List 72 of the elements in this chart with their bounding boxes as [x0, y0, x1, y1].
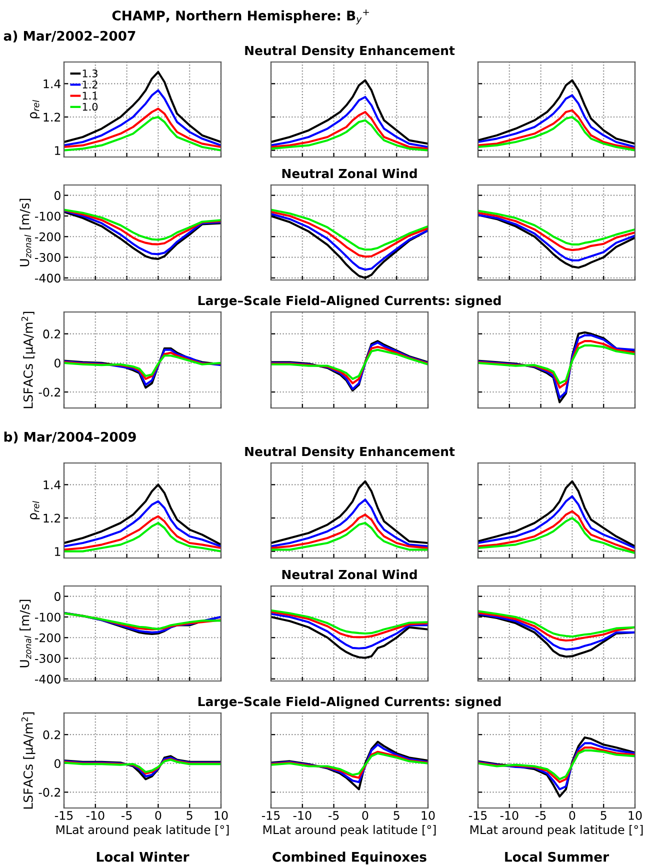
chart-title: Neutral Zonal Wind [282, 570, 417, 580]
legend-label: 1.3 [82, 69, 98, 78]
y-tick-label: -100 [35, 612, 60, 622]
x-tick-label: 10 [214, 810, 228, 820]
y-tick-label: 1.4 [44, 480, 61, 490]
y-tick-label: -0.2 [38, 788, 60, 797]
y-axis-title: LSFACs [μA/m$^{2}$] [21, 712, 36, 809]
chart-title: Large–Scale Field–Aligned Currents: signed [198, 296, 501, 308]
chart-title: Neutral Density Enhancement [245, 46, 455, 58]
line-series [64, 89, 221, 146]
y-tick-label: 0 [54, 191, 60, 200]
x-tick-label: -15 [54, 811, 73, 820]
x-tick-label: -10 [500, 810, 518, 820]
line-series [64, 116, 221, 152]
text: Local Winter [96, 852, 190, 862]
chart-title: Neutral Density Enhancement [245, 446, 455, 459]
legend-label: 1.1 [82, 92, 98, 100]
y-axis-title: U$_{zonal}$ [m/s] [20, 600, 32, 668]
text: a) Mar/2002–2007 [4, 30, 136, 42]
x-tick-label: -10 [293, 810, 312, 820]
y-tick-label: 1 [55, 547, 60, 556]
x-tick-label: -15 [468, 811, 487, 820]
y-tick-label: -100 [35, 212, 60, 221]
line-series [64, 500, 221, 548]
x-tick-label: 5 [394, 811, 400, 820]
x-tick-label: 10 [422, 810, 435, 820]
y-axis-title: LSFACs [μA/m$^{2}$] [21, 312, 36, 408]
y-tick-label: -400 [35, 274, 60, 283]
y-tick-label: -400 [35, 674, 60, 684]
line-series [64, 484, 221, 546]
line-series [64, 515, 221, 551]
y-tick-label: -200 [35, 232, 60, 242]
y-axis-title: ρ$_{rel}$ [30, 100, 40, 118]
line-series [64, 70, 221, 144]
y-tick-label: 1.4 [44, 80, 61, 88]
y-tick-label: 0 [54, 358, 60, 368]
x-tick-label: 0 [155, 810, 162, 820]
x-tick-label: 5 [186, 811, 192, 820]
y-tick-label: -0.2 [38, 388, 60, 397]
y-tick-label: 0.2 [43, 730, 60, 740]
y-tick-label: -200 [35, 633, 60, 642]
x-tick-label: -5 [121, 811, 132, 820]
x-tick-label: -15 [262, 811, 280, 820]
text: Local Summer [505, 852, 610, 862]
x-tick-label: 5 [600, 811, 606, 820]
text: Combined Equinoxes [272, 852, 426, 864]
x-tick-label: 0 [362, 810, 368, 820]
x-tick-label: -5 [328, 811, 339, 820]
x-tick-label: -5 [535, 811, 546, 820]
line-series [64, 522, 221, 552]
x-tick-label: 10 [628, 810, 642, 820]
y-tick-label: 1 [55, 146, 60, 155]
text: b) Mar/2004–2009 [4, 432, 136, 444]
y-tick-label: 1.2 [44, 112, 60, 122]
y-tick-label: 0.2 [43, 330, 60, 338]
chart-title: Large–Scale Field–Aligned Currents: signed [198, 696, 501, 709]
x-axis-title: MLat around peak latitude [°] [56, 824, 229, 836]
legend-label: 1.0 [82, 102, 98, 111]
y-axis-title: ρ$_{rel}$ [30, 501, 40, 520]
x-tick-label: -10 [86, 810, 104, 820]
y-axis-title: U$_{zonal}$ [m/s] [20, 198, 32, 266]
y-tick-label: 1.2 [44, 514, 60, 522]
x-tick-label: 0 [569, 810, 576, 820]
y-tick-label: -300 [35, 253, 60, 262]
y-tick-label: 0 [54, 759, 60, 768]
x-axis-title: MLat around peak latitude [°] [470, 824, 643, 836]
y-tick-label: -300 [35, 654, 60, 663]
chart-title: Neutral Zonal Wind [282, 168, 417, 178]
legend-label: 1.2 [82, 80, 98, 88]
x-axis-title: MLat around peak latitude [°] [263, 824, 436, 836]
y-tick-label: 0 [54, 592, 60, 601]
text: CHAMP, Northern Hemisphere: B$_{y}$$^{+}$ [112, 9, 369, 24]
